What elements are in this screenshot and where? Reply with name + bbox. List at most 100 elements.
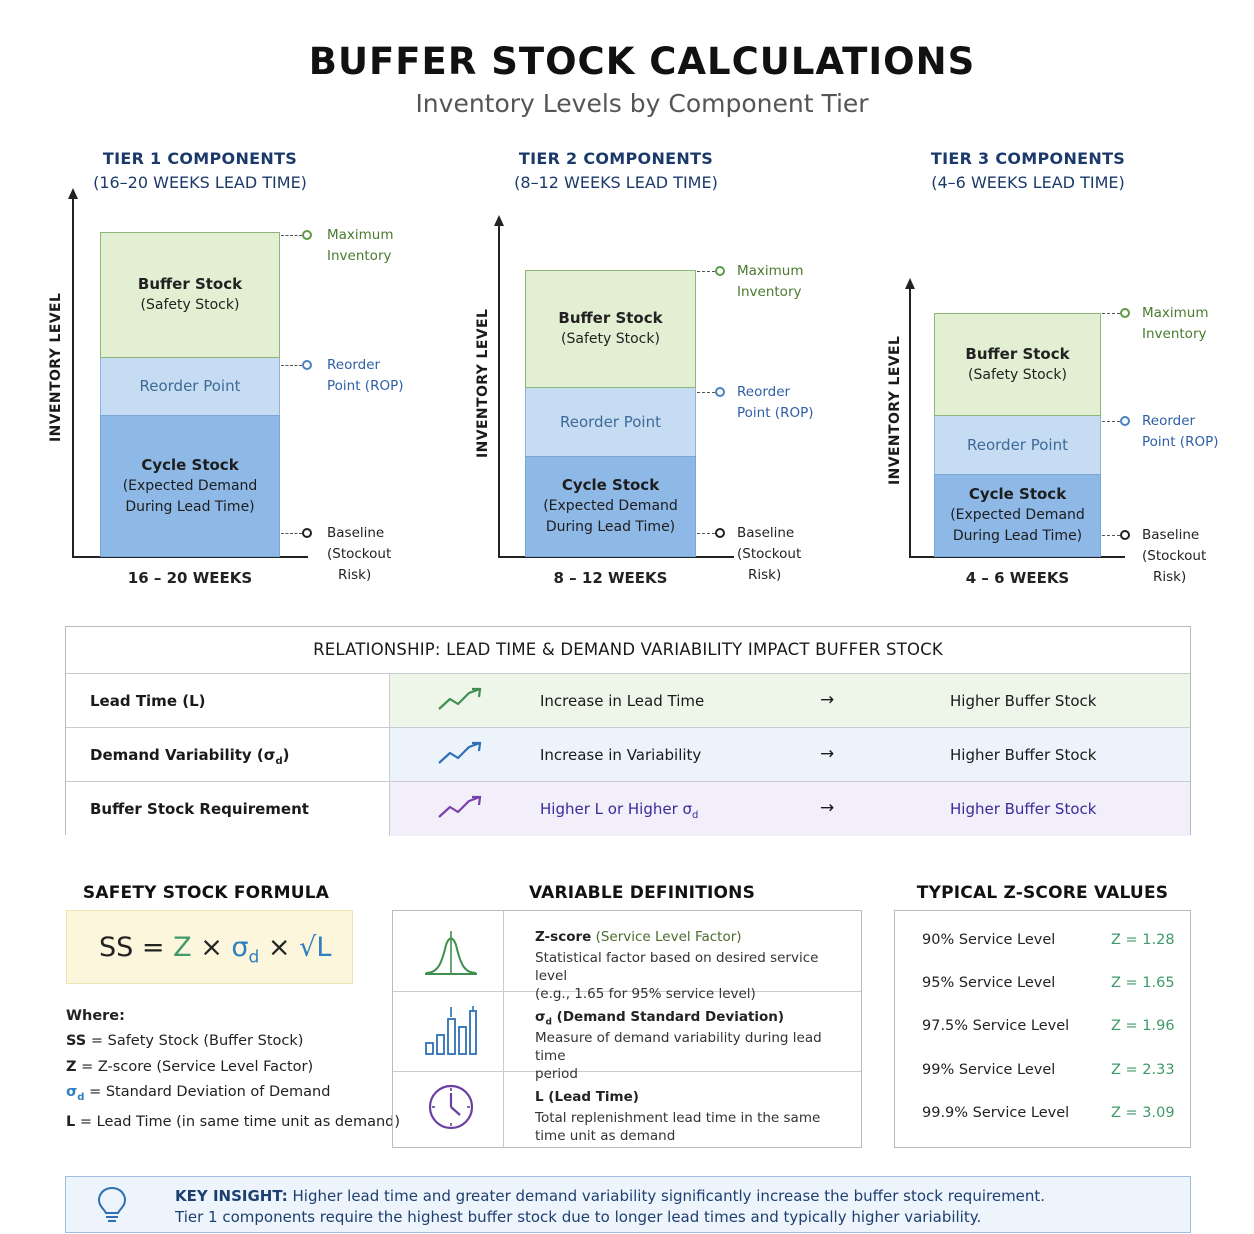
insight-line-2: Tier 1 components require the highest bu… xyxy=(175,1208,982,1226)
baseline-leader-line xyxy=(281,533,302,534)
buffer-stock-segment: Buffer Stock (Safety Stock) xyxy=(100,232,280,358)
formula-ss: SS xyxy=(99,932,134,963)
key-insight-banner: KEY INSIGHT: Higher lead time and greate… xyxy=(65,1176,1191,1233)
buffer-stock-segment: Buffer Stock (Safety Stock) xyxy=(934,313,1101,416)
table-row: 99% Service Level Z = 2.33 xyxy=(895,1062,1190,1082)
effect-text: Higher L or Higher σ xyxy=(540,800,693,818)
z-value: Z = 2.33 xyxy=(1111,1062,1175,1078)
tier-subtitle: (16–20 WEEKS LEAD TIME) xyxy=(93,173,307,192)
x-axis-label: 8 – 12 WEEKS xyxy=(553,569,668,587)
cycle-stock-segment: Cycle Stock (Expected Demand During Lead… xyxy=(525,456,696,557)
definition-line: SS = Safety Stock (Buffer Stock) xyxy=(66,1029,400,1055)
formula-box: SS = Z × σd × √L xyxy=(66,910,353,984)
icon-cell xyxy=(393,911,504,991)
label-line: (Stockout xyxy=(327,546,392,562)
page-subtitle: Inventory Levels by Component Tier xyxy=(415,89,869,118)
formula-equals: = xyxy=(141,932,165,963)
segment-title: Buffer Stock xyxy=(965,344,1070,363)
sigma-subscript: d xyxy=(248,947,260,968)
insight-line-1: KEY INSIGHT: Higher lead time and greate… xyxy=(175,1187,1045,1205)
label-line: Risk) xyxy=(748,567,782,583)
segment-title: Cycle Stock xyxy=(561,476,660,494)
y-axis-label: INVENTORY LEVEL xyxy=(887,335,903,485)
where-label: Where: xyxy=(66,1008,125,1024)
segment-subtitle: (Safety Stock) xyxy=(140,297,240,313)
z-value: Z = 1.96 xyxy=(1111,1018,1175,1034)
rop-marker-label: Reorder Point (ROP) xyxy=(1142,411,1219,453)
definitions-heading: VARIABLE DEFINITIONS xyxy=(528,883,756,903)
baseline-leader-line xyxy=(1102,535,1120,536)
tier-subtitle: (4–6 WEEKS LEAD TIME) xyxy=(931,173,1125,192)
rop-marker-icon xyxy=(715,387,725,397)
segment-title: Reorder Point xyxy=(139,377,241,395)
label-line: Reorder xyxy=(327,357,381,373)
y-axis xyxy=(498,223,500,558)
segment-title: Reorder Point xyxy=(967,435,1068,454)
label-subscript: d xyxy=(275,756,283,767)
row-effect: Increase in Lead Time xyxy=(540,692,705,710)
reorder-point-segment: Reorder Point xyxy=(100,358,280,415)
max-marker-icon xyxy=(302,230,312,240)
def-symbol: Z xyxy=(66,1058,77,1075)
def-symbol: SS xyxy=(66,1033,87,1049)
segment-subtitle: (Expected Demand xyxy=(122,477,258,494)
label-line: Maximum xyxy=(327,227,394,243)
sigma-subscript: d xyxy=(77,1091,85,1103)
label-line: Point (ROP) xyxy=(327,378,404,394)
z-value: Z = 1.65 xyxy=(1111,975,1175,991)
row-label: Buffer Stock Requirement xyxy=(66,782,390,836)
sigma-symbol: σ xyxy=(231,932,249,963)
desc-line: time unit as demand xyxy=(535,1128,676,1144)
formula-sqrt-l: √L xyxy=(299,932,332,963)
max-leader-line xyxy=(281,235,302,236)
label-line: Point (ROP) xyxy=(1142,434,1219,450)
y-axis-arrow-icon xyxy=(494,215,504,226)
y-axis xyxy=(909,286,911,558)
row-result: Higher Buffer Stock xyxy=(950,800,1097,818)
definition-line: Z = Z-score (Service Level Factor) xyxy=(66,1055,400,1081)
label-text: Demand Variability (σ xyxy=(90,746,276,764)
label-line: Baseline xyxy=(1142,527,1200,543)
row-result: Higher Buffer Stock xyxy=(950,746,1097,764)
segment-subtitle: During Lead Time) xyxy=(545,519,676,535)
segment-subtitle: (Expected Demand xyxy=(950,507,1085,523)
cycle-stock-segment: Cycle Stock (Expected Demand During Lead… xyxy=(100,415,280,557)
segment-title: Cycle Stock xyxy=(968,485,1067,503)
clock-icon xyxy=(428,1084,474,1130)
segment-title: Cycle Stock xyxy=(141,455,239,474)
label-line: Maximum xyxy=(737,263,804,279)
def-description: Measure of demand variability during lea… xyxy=(535,1029,835,1083)
desc-line: (e.g., 1.65 for 95% service level) xyxy=(535,986,756,1002)
def-text: = Z-score (Service Level Factor) xyxy=(76,1058,314,1075)
arrow-right-icon: → xyxy=(820,798,835,818)
relationship-title: RELATIONSHIP: LEAD TIME & DEMAND VARIABI… xyxy=(313,640,943,659)
table-row: Demand Variability (σd) Increase in Vari… xyxy=(66,727,1190,782)
table-row: 99.9% Service Level Z = 3.09 xyxy=(895,1105,1190,1125)
formula-heading: SAFETY STOCK FORMULA xyxy=(82,883,330,903)
row-label: Lead Time (L) xyxy=(66,674,390,728)
relationship-table: RELATIONSHIP: LEAD TIME & DEMAND VARIABI… xyxy=(65,626,1191,836)
table-row: Lead Time (L) Increase in Lead Time → Hi… xyxy=(66,673,1190,728)
y-axis-label: INVENTORY LEVEL xyxy=(48,292,64,442)
baseline-marker-label: Baseline (Stockout Risk) xyxy=(327,523,391,586)
max-marker-label: Maximum Inventory xyxy=(327,225,394,267)
label-line: Point (ROP) xyxy=(737,405,814,421)
label-line: Risk) xyxy=(338,567,372,583)
title-rest: (Demand Standard Deviation) xyxy=(551,1009,785,1025)
y-axis xyxy=(72,196,74,558)
formula-times: × xyxy=(200,932,223,963)
desc-line: Statistical factor based on desired serv… xyxy=(535,950,819,984)
segment-subtitle: (Safety Stock) xyxy=(561,331,660,347)
label-line: Risk) xyxy=(1153,569,1187,585)
formula-times: × xyxy=(267,932,291,963)
rop-leader-line xyxy=(281,365,302,366)
desc-line: Total replenishment lead time in the sam… xyxy=(535,1110,821,1126)
label-line: Baseline xyxy=(327,525,385,541)
label-line: Reorder xyxy=(1142,413,1196,429)
max-marker-label: Maximum Inventory xyxy=(1142,303,1209,345)
definition-row: Z-score (Service Level Factor) Statistic… xyxy=(393,911,861,1002)
z-value: Z = 1.28 xyxy=(1111,932,1175,948)
service-level: 90% Service Level xyxy=(922,932,1056,948)
baseline-marker-icon xyxy=(302,528,312,538)
max-marker-label: Maximum Inventory xyxy=(737,261,804,303)
